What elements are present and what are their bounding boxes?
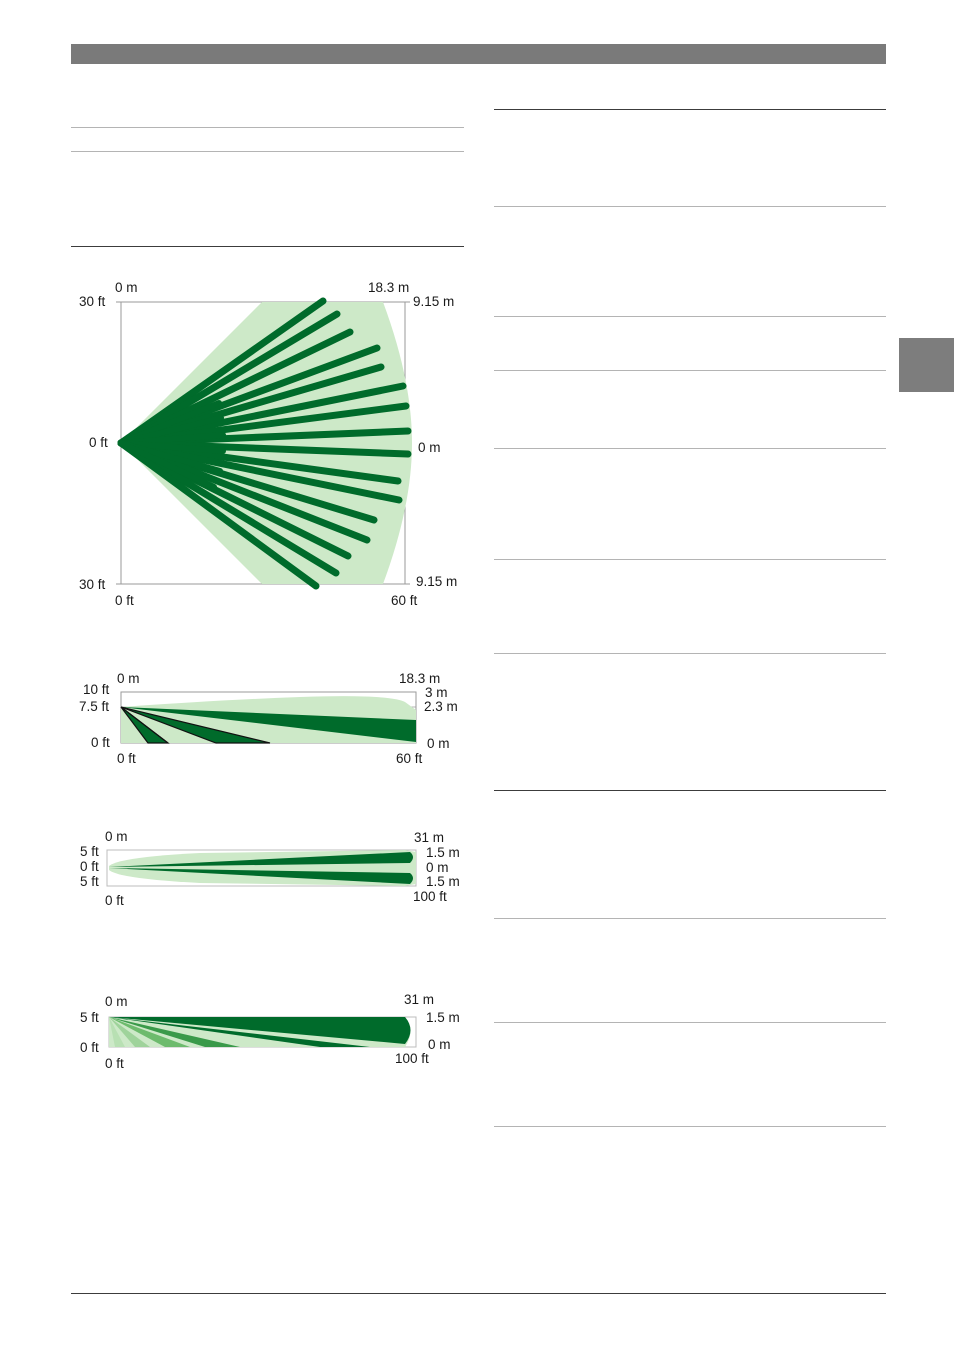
right-rule-7 — [494, 918, 886, 919]
side-view-graphics — [120, 691, 417, 744]
long-range-side-bottom-right-ft: 100 ft — [395, 1051, 429, 1066]
top-view-left-mid-ft: 0 ft — [89, 435, 108, 450]
long-range-side-right-1-5m: 1.5 m — [426, 1010, 460, 1025]
side-view-left-10ft: 10 ft — [83, 682, 110, 697]
long-range-top-beam-lower — [109, 868, 413, 884]
long-range-side-beam-3 — [109, 1017, 240, 1047]
long-range-top-right-1-5m-bottom: 1.5 m — [426, 874, 460, 889]
long-range-side-bottom-left-ft: 0 ft — [105, 1056, 124, 1071]
long-range-top-beam-upper — [109, 852, 413, 867]
long-range-top-right-1-5m-top: 1.5 m — [426, 845, 460, 860]
side-view-right-3m: 3 m — [425, 685, 448, 700]
top-view-graphics — [116, 297, 412, 590]
long-range-top-left-5ft-bottom: 5 ft — [80, 874, 99, 889]
long-range-top-bottom-left-ft: 0 ft — [105, 893, 124, 908]
long-range-top-top-right-m: 31 m — [414, 830, 444, 845]
long-range-side-top-right-m: 31 m — [404, 992, 434, 1007]
chapter-tab — [899, 338, 954, 392]
top-view-top-right-m: 18.3 m — [368, 280, 409, 295]
long-range-side-beam-4 — [109, 1017, 190, 1047]
long-range-side-right-0m: 0 m — [428, 1037, 451, 1052]
long-range-top-right-0m: 0 m — [426, 860, 449, 875]
right-rule-9 — [494, 1126, 886, 1127]
long-range-top-bottom-right-ft: 100 ft — [413, 889, 447, 904]
long-range-top-graphics — [106, 849, 417, 887]
left-rule-2 — [71, 151, 464, 152]
right-rule-4 — [494, 448, 886, 449]
long-range-side-beam-6 — [109, 1017, 125, 1047]
side-view-right-0m: 0 m — [427, 736, 450, 751]
header-bar — [71, 44, 886, 64]
footer-rule — [71, 1293, 886, 1294]
top-view-left-bottom-ft: 30 ft — [79, 577, 106, 592]
side-view-main-beam — [121, 707, 416, 742]
long-range-side-beam-2 — [109, 1017, 370, 1047]
coverage-zone-light — [121, 302, 412, 584]
top-view-bottom-right-ft: 60 ft — [391, 593, 418, 608]
long-range-side-beam-5 — [109, 1017, 150, 1047]
top-view-left-top-ft: 30 ft — [79, 294, 106, 309]
right-section-rule-top — [494, 109, 886, 110]
long-range-side-main-beam — [109, 1017, 411, 1044]
side-view-right-2-3m: 2.3 m — [424, 699, 458, 714]
side-view-bottom-right-ft: 60 ft — [396, 751, 423, 766]
long-range-side-top-left-m: 0 m — [105, 994, 128, 1009]
side-view-bottom-left-ft: 0 ft — [117, 751, 136, 766]
side-view-top-left-m: 0 m — [117, 671, 140, 686]
top-view-bottom-left-ft: 0 ft — [115, 593, 134, 608]
top-view-top-left-m: 0 m — [115, 280, 138, 295]
top-view-right-mid-m: 0 m — [418, 440, 441, 455]
right-section-rule-mid — [494, 790, 886, 791]
right-rule-8 — [494, 1022, 886, 1023]
right-rule-1 — [494, 206, 886, 207]
top-view-right-top-m: 9.15 m — [413, 294, 454, 309]
right-rule-6 — [494, 653, 886, 654]
long-range-side-left-5ft: 5 ft — [80, 1010, 99, 1025]
left-section-rule — [71, 246, 464, 247]
left-rule-1 — [71, 127, 464, 128]
right-rule-5 — [494, 559, 886, 560]
right-rule-3 — [494, 370, 886, 371]
top-view-right-bottom-m: 9.15 m — [416, 574, 457, 589]
long-range-top-left-5ft-top: 5 ft — [80, 844, 99, 859]
side-view-left-7-5ft: 7.5 ft — [79, 699, 109, 714]
side-view-left-0ft: 0 ft — [91, 735, 110, 750]
right-rule-2 — [494, 316, 886, 317]
side-view-beam-2 — [120, 706, 271, 744]
long-range-side-left-0ft: 0 ft — [80, 1040, 99, 1055]
short-beams — [118, 400, 226, 490]
long-range-top-left-0ft: 0 ft — [80, 859, 99, 874]
side-view-top-right-m: 18.3 m — [399, 671, 440, 686]
long-range-top-top-left-m: 0 m — [105, 829, 128, 844]
long-range-side-graphics — [108, 1016, 417, 1048]
